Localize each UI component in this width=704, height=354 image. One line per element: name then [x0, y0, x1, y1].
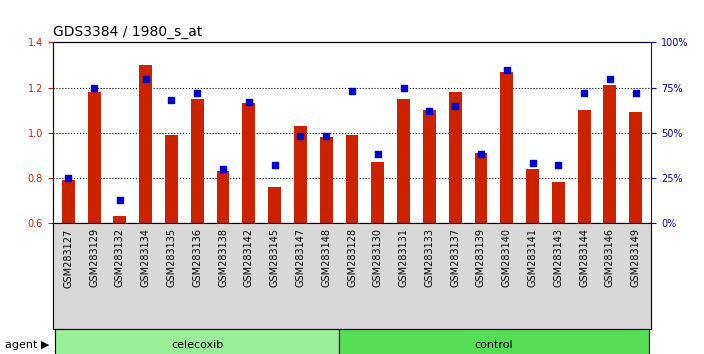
Text: GSM283127: GSM283127	[63, 228, 73, 287]
Bar	[139, 65, 152, 223]
Text: GSM283131: GSM283131	[398, 228, 408, 287]
Point	[398, 85, 409, 91]
Text: GSM283143: GSM283143	[553, 228, 563, 287]
Bar	[578, 110, 591, 223]
Text: GSM283129: GSM283129	[89, 228, 99, 287]
Point	[604, 76, 615, 81]
Point	[372, 152, 384, 157]
Text: GSM283138: GSM283138	[218, 228, 228, 287]
Point	[553, 162, 564, 168]
Text: GSM283140: GSM283140	[502, 228, 512, 287]
Bar	[629, 113, 642, 223]
Text: GSM283144: GSM283144	[579, 228, 589, 287]
Point	[140, 76, 151, 81]
Text: GSM283137: GSM283137	[450, 228, 460, 287]
Point	[89, 85, 100, 91]
Point	[218, 166, 229, 172]
Bar	[371, 162, 384, 223]
Bar	[320, 137, 333, 223]
Point	[243, 99, 254, 105]
Text: GSM283134: GSM283134	[141, 228, 151, 287]
Text: GSM283142: GSM283142	[244, 228, 254, 287]
Text: GSM283147: GSM283147	[296, 228, 306, 287]
Text: GSM283130: GSM283130	[373, 228, 383, 287]
Point	[450, 103, 461, 108]
Bar	[448, 92, 462, 223]
Point	[475, 152, 486, 157]
Text: GSM283132: GSM283132	[115, 228, 125, 287]
Point	[63, 175, 74, 181]
Bar	[526, 169, 539, 223]
Bar	[552, 182, 565, 223]
Point	[527, 161, 538, 166]
Bar	[242, 103, 256, 223]
Text: GSM283146: GSM283146	[605, 228, 615, 287]
Bar	[501, 72, 513, 223]
Text: GSM283149: GSM283149	[631, 228, 641, 287]
Text: celecoxib: celecoxib	[171, 340, 223, 350]
Bar	[603, 85, 617, 223]
Point	[191, 90, 203, 96]
Text: GSM283145: GSM283145	[270, 228, 279, 287]
Text: GSM283139: GSM283139	[476, 228, 486, 287]
Bar	[268, 187, 281, 223]
Bar	[397, 99, 410, 223]
Bar	[62, 180, 75, 223]
Text: GSM283128: GSM283128	[347, 228, 357, 287]
Bar	[474, 153, 487, 223]
Point	[346, 88, 358, 94]
Point	[630, 90, 641, 96]
Text: GDS3384 / 1980_s_at: GDS3384 / 1980_s_at	[53, 25, 202, 39]
Bar	[294, 126, 307, 223]
Bar	[87, 92, 101, 223]
Point	[320, 133, 332, 139]
Bar	[423, 110, 436, 223]
Text: control: control	[474, 340, 513, 350]
Text: GSM283141: GSM283141	[527, 228, 538, 287]
Point	[424, 108, 435, 114]
Bar	[217, 171, 230, 223]
Text: GSM283136: GSM283136	[192, 228, 202, 287]
Point	[269, 162, 280, 168]
Bar	[346, 135, 358, 223]
Point	[579, 90, 590, 96]
Point	[166, 97, 177, 103]
Text: GSM283135: GSM283135	[166, 228, 177, 287]
Text: GSM283148: GSM283148	[321, 228, 331, 287]
Point	[501, 67, 513, 73]
Bar	[191, 99, 203, 223]
Point	[114, 197, 125, 202]
Point	[295, 133, 306, 139]
Bar	[56, 329, 339, 354]
Bar	[165, 135, 178, 223]
Text: agent ▶: agent ▶	[5, 340, 49, 350]
Bar	[339, 329, 648, 354]
Bar	[113, 216, 126, 223]
Text: GSM283133: GSM283133	[425, 228, 434, 287]
